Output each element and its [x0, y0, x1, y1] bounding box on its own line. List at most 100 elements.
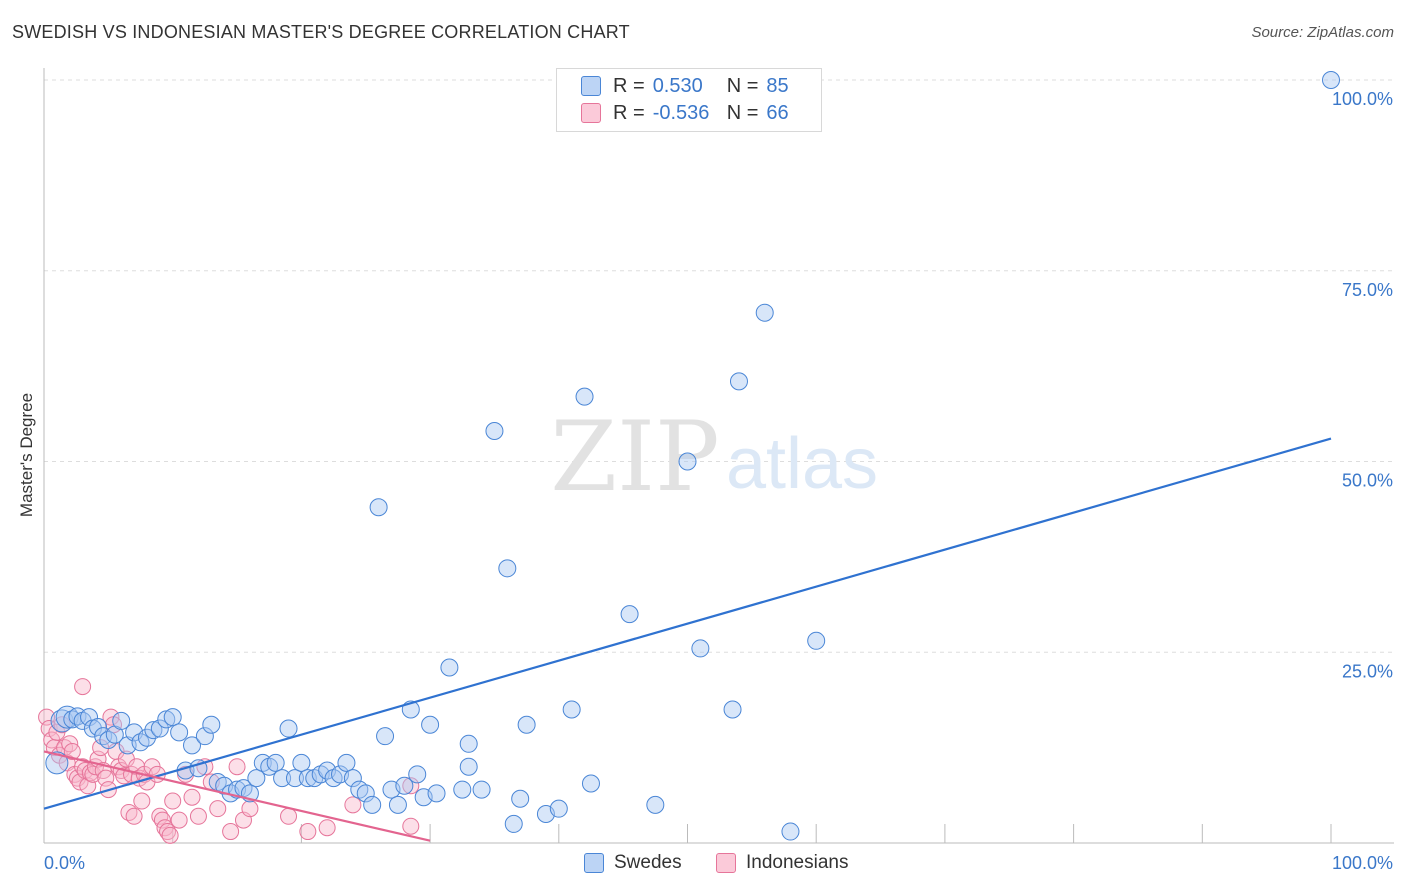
legend-row-indonesians: R = -0.536 N = 66 [581, 101, 789, 125]
legend-label-indonesians: Indonesians [746, 852, 849, 873]
swedes-point [112, 711, 131, 730]
x-tick-label: 100.0% [1332, 853, 1393, 873]
swedes-point [1322, 71, 1340, 89]
x-tick-label: 0.0% [44, 853, 85, 873]
swedes-point [163, 708, 182, 727]
y-tick-label: 100.0% [1332, 89, 1393, 109]
chart-source: Source: ZipAtlas.com [1251, 24, 1394, 41]
legend-n-label: N = [726, 101, 759, 124]
swedes-point [620, 605, 639, 624]
indonesians-point [241, 800, 259, 818]
swedes-point [562, 700, 581, 719]
swedes-point [195, 727, 214, 746]
swedes-point [337, 753, 356, 772]
indonesians-point [344, 796, 362, 814]
swedes-point [459, 757, 478, 776]
indonesians-point [63, 742, 81, 760]
swedes-point [517, 715, 536, 734]
swedes-point [183, 736, 202, 755]
indonesians-point [402, 817, 420, 835]
swedes-point [369, 498, 388, 517]
indonesians-point [209, 800, 227, 818]
indonesians-point [318, 819, 336, 837]
chart-title: SWEDISH VS INDONESIAN MASTER'S DEGREE CO… [12, 22, 630, 42]
swedes-point [89, 718, 108, 737]
swedes-point [356, 784, 375, 803]
swedes-point [395, 776, 414, 795]
swedes-point [440, 658, 459, 677]
swedes-point [549, 799, 568, 818]
indonesians-point [125, 807, 143, 825]
swedes-point [691, 639, 710, 658]
indonesians-point [280, 807, 298, 825]
swedes-point [292, 753, 311, 772]
swedes-point [388, 795, 407, 814]
swedes-point [137, 728, 156, 747]
legend-label-swedes: Swedes [614, 852, 682, 873]
swedes-point [421, 715, 440, 734]
indonesians-swatch [581, 103, 601, 123]
swedes-point [755, 303, 774, 322]
indonesians-point [228, 758, 246, 776]
indonesians-point [222, 823, 240, 841]
watermark-atlas: atlas [726, 424, 878, 504]
swedes-point [459, 734, 478, 753]
indonesians-point [299, 823, 317, 841]
indonesians-point [183, 788, 201, 806]
swedes-point [144, 721, 163, 740]
indonesians-point [133, 792, 151, 810]
stats-legend: R = 0.530 N = 85 R = -0.536 N = 66 [556, 68, 822, 132]
swedes-point [729, 372, 748, 391]
legend-n-value: 66 [766, 101, 789, 124]
legend-item-indonesians: Indonesians [716, 852, 848, 874]
swedes-point [343, 769, 362, 788]
indonesians-point [161, 826, 179, 844]
legend-r-value: 0.530 [652, 74, 703, 97]
swedes-swatch [581, 76, 601, 96]
legend-r-label: R = [613, 74, 645, 97]
swedes-point [150, 719, 169, 738]
legend-r-value: -0.536 [652, 101, 710, 124]
swedes-point [575, 387, 594, 406]
indonesians-trend-line [43, 750, 431, 842]
swedes-point [504, 814, 523, 833]
swedes-point [376, 727, 395, 746]
swedes-point [678, 452, 697, 471]
y-tick-label: 25.0% [1342, 661, 1393, 681]
swedes-point [646, 795, 665, 814]
swedes-point [363, 795, 382, 814]
swedes-point [131, 733, 150, 752]
legend-item-swedes: Swedes [584, 852, 682, 874]
swedes-point [807, 631, 826, 650]
y-tick-label: 75.0% [1342, 280, 1393, 300]
indonesians-point [53, 716, 71, 734]
watermark-zip: ZIP [550, 401, 719, 513]
swedes-point [427, 784, 446, 803]
swedes-point [279, 719, 298, 738]
y-tick-label: 50.0% [1342, 471, 1393, 491]
swedes-trend-line [43, 437, 1332, 810]
indonesians-point [189, 807, 207, 825]
swedes-point [408, 765, 427, 784]
swedes-point [45, 751, 69, 775]
swedes-point [285, 769, 304, 788]
swedes-point [581, 774, 600, 793]
indonesians-legend-swatch [716, 853, 736, 873]
swedes-point [485, 421, 504, 440]
swedes-point [472, 780, 491, 799]
swedes-point [266, 753, 285, 772]
swedes-legend-swatch [584, 853, 604, 873]
swedes-point [170, 723, 189, 742]
swedes-point [453, 780, 472, 799]
indonesians-point [402, 777, 420, 795]
indonesians-point [74, 678, 92, 696]
swedes-point [723, 700, 742, 719]
swedes-point [80, 708, 99, 727]
swedes-point [273, 769, 292, 788]
swedes-point [498, 559, 517, 578]
swedes-point [55, 705, 79, 729]
legend-r-label: R = [613, 101, 645, 124]
swedes-point [511, 789, 530, 808]
swedes-point [247, 769, 266, 788]
